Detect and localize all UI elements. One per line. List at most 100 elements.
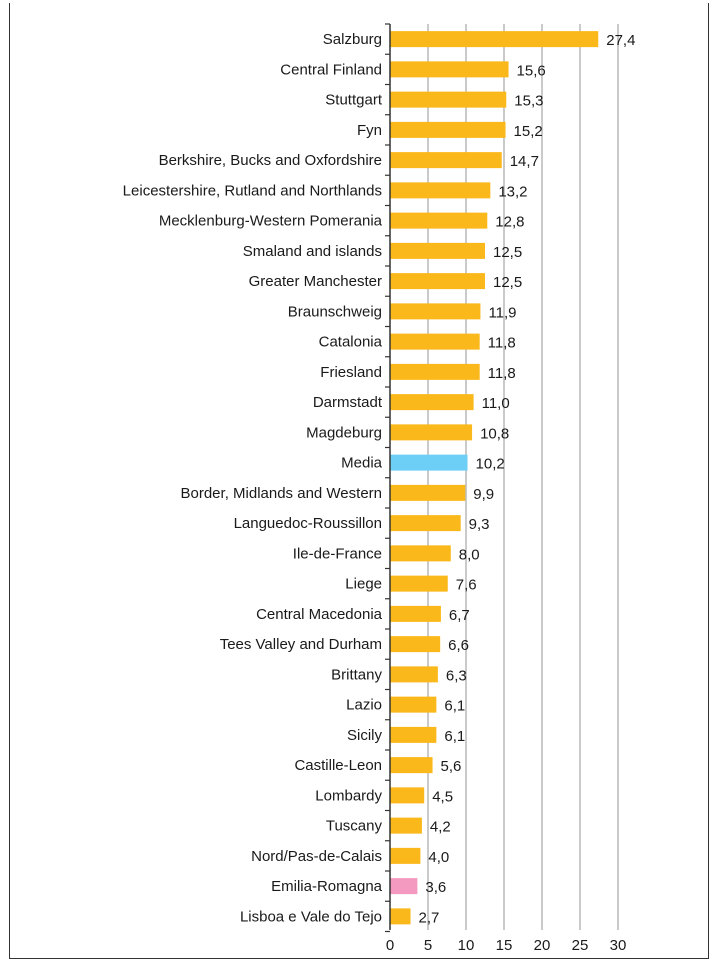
value-label: 15,2: [514, 123, 543, 140]
value-label: 8,0: [459, 546, 480, 563]
bar: [390, 878, 418, 895]
value-labels: 27,4 15,6 15,3 15,2 14,7 13,2 12,8 12,5 12,5 11,9…: [419, 32, 636, 926]
category-label: Castille-Leon: [294, 757, 382, 774]
category-label: Brittany: [331, 666, 382, 683]
bar: [390, 61, 509, 78]
category-labels: Salzburg Central Finland Stuttgart Fyn Berks…: [123, 31, 383, 925]
category-label: Central Macedonia: [256, 606, 383, 623]
bar: [390, 484, 466, 501]
category-label: Tuscany: [326, 818, 383, 835]
axes: [385, 23, 391, 933]
category-label: Berkshire, Bucks and Oxfordshire: [159, 152, 382, 169]
bar: [390, 787, 425, 804]
bar: [390, 273, 485, 290]
bar: [390, 363, 480, 380]
bar: [390, 726, 437, 743]
value-label: 11,8: [488, 365, 516, 382]
value-label: 11,0: [482, 395, 510, 412]
category-label: Lisboa e Vale do Tejo: [240, 908, 382, 925]
x-axis-ticks: 0 5 10 15 20 25 30: [386, 937, 627, 954]
value-label: 4,5: [432, 788, 453, 805]
value-label: 12,5: [493, 244, 522, 261]
bar: [390, 182, 491, 199]
category-label: Ile-de-France: [293, 545, 382, 562]
x-tick-label: 0: [386, 937, 394, 954]
category-label: Sicily: [347, 727, 383, 744]
value-label: 6,6: [448, 637, 469, 654]
value-label: 9,9: [473, 486, 494, 503]
value-label: 2,7: [419, 909, 440, 926]
x-tick-label: 10: [458, 937, 475, 954]
x-tick-label: 25: [572, 937, 589, 954]
category-label: Nord/Pas-de-Calais: [251, 848, 382, 865]
category-label: Leicestershire, Rutland and Northlands: [123, 182, 382, 199]
value-label: 4,0: [428, 849, 449, 866]
value-label: 6,3: [446, 667, 467, 684]
value-label: 9,3: [469, 516, 490, 533]
category-label: Lombardy: [315, 787, 382, 804]
category-label: Lazio: [346, 697, 382, 714]
value-label: 13,2: [498, 183, 527, 200]
chart-frame: [9, 3, 709, 959]
bar: [390, 908, 411, 925]
category-label: Emilia-Romagna: [271, 878, 383, 895]
bar: [390, 31, 599, 48]
value-label: 10,2: [476, 456, 505, 473]
grid-lines: [427, 24, 619, 930]
value-label: 15,6: [517, 62, 546, 79]
value-label: 12,8: [495, 214, 524, 231]
value-label: 11,9: [488, 304, 516, 321]
value-label: 27,4: [606, 32, 635, 49]
value-label: 10,8: [480, 425, 509, 442]
bar: [390, 545, 451, 562]
bar: [390, 605, 441, 622]
bar: [390, 424, 473, 441]
category-label: Mecklenburg-Western Pomerania: [159, 213, 383, 230]
category-label: Magdeburg: [306, 424, 382, 441]
category-label: Tees Valley and Durham: [220, 636, 382, 653]
value-label: 6,1: [444, 728, 465, 745]
bar: [390, 575, 448, 592]
category-label: Fyn: [357, 122, 382, 139]
bar: [390, 696, 437, 713]
bar: [390, 242, 485, 259]
category-label: Salzburg: [323, 31, 382, 48]
bar: [390, 454, 468, 471]
bar: [390, 212, 488, 229]
category-label: Central Finland: [280, 61, 382, 78]
value-label: 12,5: [493, 274, 522, 291]
category-label: Friesland: [320, 364, 382, 381]
category-label: Greater Manchester: [249, 273, 382, 290]
value-label: 15,3: [514, 93, 543, 110]
bars: [390, 31, 599, 925]
bar: [390, 121, 506, 138]
value-label: 14,7: [510, 153, 539, 170]
value-label: 6,7: [449, 607, 470, 624]
bar: [390, 91, 507, 108]
bar: [390, 757, 433, 774]
x-tick-label: 30: [610, 937, 627, 954]
x-tick-label: 20: [534, 937, 551, 954]
category-label: Darmstadt: [313, 394, 383, 411]
x-tick-label: 5: [424, 937, 432, 954]
bar: [390, 847, 421, 864]
bar: [390, 817, 422, 834]
value-label: 5,6: [441, 758, 462, 775]
value-label: 4,2: [430, 819, 451, 836]
value-label: 6,1: [444, 698, 465, 715]
category-label: Liege: [345, 576, 382, 593]
bar: [390, 636, 441, 653]
bar: [390, 394, 474, 411]
value-label: 11,8: [488, 335, 516, 352]
bar: [390, 333, 480, 350]
category-label: Stuttgart: [325, 92, 383, 109]
category-label: Languedoc-Roussillon: [234, 515, 382, 532]
value-label: 3,6: [425, 879, 446, 896]
category-label: Media: [341, 455, 383, 472]
bar: [390, 666, 438, 683]
x-tick-label: 15: [496, 937, 513, 954]
bar: [390, 515, 461, 532]
category-label: Border, Midlands and Western: [181, 485, 383, 502]
value-label: 7,6: [456, 577, 477, 594]
